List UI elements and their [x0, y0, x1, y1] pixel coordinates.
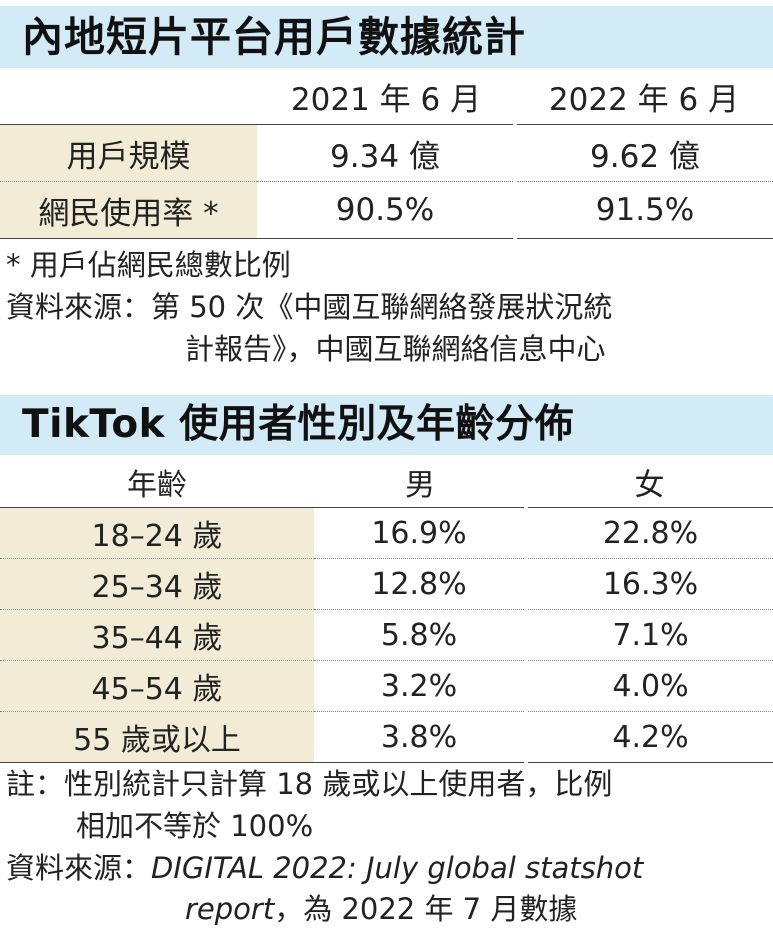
source-line: 資料來源：DIGITAL 2022: July global statshot	[6, 848, 643, 888]
table-row: 25–34 歲 12.8% 16.3%	[0, 558, 773, 610]
source-text-en: report	[185, 892, 275, 926]
male-value: 5.8%	[314, 609, 526, 661]
cell-value: 90.5%	[257, 181, 515, 239]
column-header: 男	[314, 457, 526, 508]
source-line-continued: report，為 2022 年 7 月數據	[185, 889, 577, 929]
tiktok-demographics-table: 年齡 男 女 18–24 歲 16.9% 22.8% 25–34 歲 12.8%…	[0, 457, 773, 763]
female-value: 4.0%	[524, 660, 773, 712]
cell-value: 9.62 億	[513, 124, 773, 182]
age-group: 18–24 歲	[0, 507, 314, 559]
age-group: 35–44 歲	[0, 609, 314, 661]
male-value: 12.8%	[314, 558, 526, 610]
source-line-continued: 計報告》，中國互聯網絡信息中心	[185, 332, 606, 366]
table-row: 18–24 歲 16.9% 22.8%	[0, 507, 773, 559]
note-text: 性別統計只計算 18 歲或以上使用者，比例	[64, 767, 613, 801]
column-header: 年齡	[0, 457, 314, 508]
column-header: 2021 年 6 月	[257, 68, 515, 125]
female-value: 7.1%	[524, 609, 773, 661]
source-text-zh: ，為 2022 年 7 月數據	[274, 892, 578, 926]
age-group: 25–34 歲	[0, 558, 314, 610]
row-label: 用戶規模	[0, 124, 257, 182]
cell-value: 91.5%	[513, 181, 773, 239]
age-group: 55 歲或以上	[0, 711, 314, 763]
male-value: 16.9%	[314, 507, 526, 559]
note-line-continued: 相加不等於 100%	[76, 809, 314, 843]
age-group: 45–54 歲	[0, 660, 314, 712]
table-row: 網民使用率 * 90.5% 91.5%	[0, 181, 773, 239]
source-text-en: DIGITAL 2022: July global statshot	[151, 851, 644, 885]
column-header: 女	[526, 457, 773, 508]
female-value: 22.8%	[524, 507, 773, 559]
china-users-table: 2021 年 6 月 2022 年 6 月 用戶規模 9.34 億 9.62 億…	[0, 68, 773, 239]
table-header-row: 年齡 男 女	[0, 457, 773, 508]
female-value: 16.3%	[524, 558, 773, 610]
source-text: 第 50 次《中國互聯網絡發展狀況統	[151, 290, 613, 324]
column-header: 2022 年 6 月	[515, 68, 773, 125]
male-value: 3.8%	[314, 711, 526, 763]
table-header-row: 2021 年 6 月 2022 年 6 月	[0, 68, 773, 125]
section2-title: TikTok 使用者性別及年齡分佈	[0, 395, 773, 455]
section1-title: 內地短片平台用戶數據統計	[0, 6, 773, 68]
table-row: 55 歲或以上 3.8% 4.2%	[0, 711, 773, 763]
source-label: 資料來源：	[6, 851, 152, 885]
column-header	[0, 68, 257, 125]
footnote: * 用戶佔網民總數比例	[6, 248, 291, 282]
note-label: 註：	[6, 767, 65, 801]
table-row: 用戶規模 9.34 億 9.62 億	[0, 124, 773, 182]
note-line: 註：性別統計只計算 18 歲或以上使用者，比例	[6, 764, 612, 804]
female-value: 4.2%	[524, 711, 773, 763]
row-label: 網民使用率 *	[0, 181, 257, 239]
source-line: 資料來源：第 50 次《中國互聯網絡發展狀況統	[6, 287, 612, 327]
cell-value: 9.34 億	[257, 124, 515, 182]
table-row: 45–54 歲 3.2% 4.0%	[0, 660, 773, 712]
source-label: 資料來源：	[6, 290, 152, 324]
male-value: 3.2%	[314, 660, 526, 712]
table-row: 35–44 歲 5.8% 7.1%	[0, 609, 773, 661]
